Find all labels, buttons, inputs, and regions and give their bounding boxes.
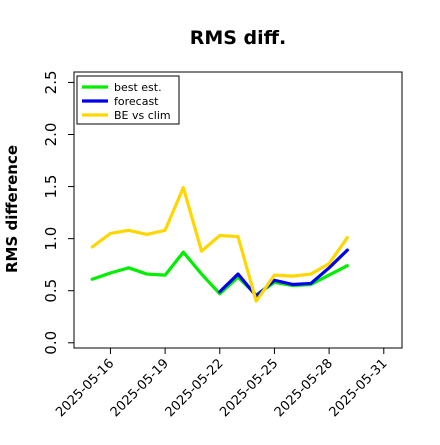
legend-label-1: forecast [114,95,159,108]
x-axis: 2025-05-162025-05-192025-05-222025-05-25… [53,348,391,420]
series-line-2-0 [90,186,349,303]
y-axis: 0.0 0.5 1.0 1.5 2.0 2.5 [42,70,74,355]
y-tick-label-1: 0.5 [42,279,60,303]
y-tick-label-4: 2.0 [42,123,60,147]
y-tick-label-5: 2.5 [42,70,60,94]
y-tick-label-3: 1.5 [42,175,60,199]
y-axis-label: RMS difference [3,145,21,273]
x-tick-label-5: 2025-05-31 [327,356,391,420]
y-tick-label-2: 1.0 [42,227,60,251]
series-line-1-0 [218,248,349,298]
y-tick-label-0: 0.0 [42,331,60,355]
chart-title: RMS diff. [190,27,287,49]
legend-label-0: best est. [114,81,162,94]
plot-frame [73,71,403,349]
legend-label-2: BE vs clim [114,109,171,122]
series-layer [90,186,349,303]
